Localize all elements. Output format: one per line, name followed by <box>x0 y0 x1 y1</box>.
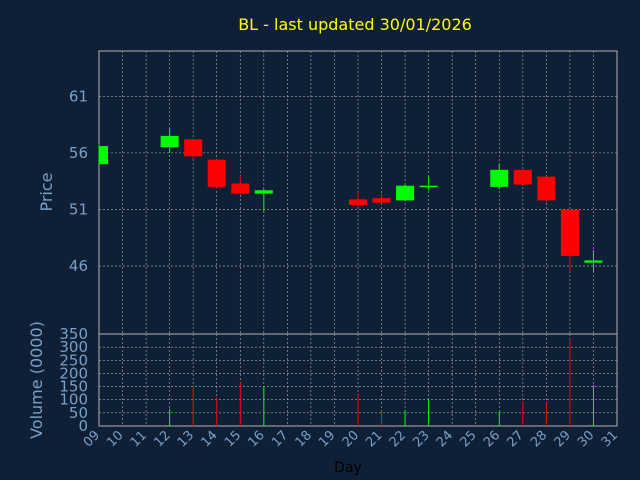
price-tick-label: 51 <box>69 200 88 218</box>
candle <box>98 143 108 165</box>
candle <box>419 176 438 191</box>
candle <box>207 159 226 190</box>
candle-body <box>99 146 108 165</box>
candle-body <box>584 260 603 263</box>
candle <box>584 250 603 272</box>
candle-body <box>184 139 203 157</box>
volume-tick-label: 250 <box>59 351 88 369</box>
volume-tick-label: 350 <box>59 325 88 343</box>
candle-body <box>160 135 179 148</box>
candle <box>372 193 391 204</box>
candle <box>513 168 532 186</box>
x-axis-label: Day <box>334 460 362 476</box>
price-tick-label: 61 <box>69 87 88 105</box>
volume-tick-label: 300 <box>59 338 88 356</box>
candle-body <box>513 169 532 185</box>
volume-tick-label: 150 <box>59 378 88 396</box>
candle-body <box>396 185 415 201</box>
chart-title: BL - last updated 30/01/2026 <box>238 15 472 34</box>
candle-body <box>537 176 556 201</box>
candle-body <box>419 185 438 188</box>
candle-body <box>372 198 391 203</box>
candle <box>560 209 579 272</box>
x-axis-ticks: 09 10 11 12 13 14 15 16 17 18 19 20 21 22 23 24 25 26 27 28… <box>81 428 621 450</box>
candle-body <box>560 209 579 256</box>
candle <box>396 184 415 201</box>
candle <box>254 189 273 212</box>
candle <box>231 175 250 195</box>
volume-axis-label: Volume (0000) <box>27 321 46 439</box>
candle-body <box>349 199 367 205</box>
price-axis-label: Price <box>37 172 56 211</box>
candle <box>184 139 203 159</box>
price-tick-label: 56 <box>69 144 88 162</box>
volume-tick-label: 100 <box>59 391 88 409</box>
candle <box>537 176 556 203</box>
candles <box>98 127 603 272</box>
candle <box>490 164 509 190</box>
volume-tick-label: 50 <box>69 404 88 422</box>
candle <box>160 127 179 153</box>
price-panel: 46 51 56 61 Price <box>37 50 618 335</box>
price-y-ticks: 46 51 56 61 <box>69 87 88 275</box>
volume-tick-label: 200 <box>59 364 88 382</box>
volume-bars <box>169 339 594 426</box>
candle-body <box>231 183 250 194</box>
price-tick-label: 46 <box>69 257 88 275</box>
candle-body <box>490 169 509 187</box>
candle <box>349 191 367 208</box>
volume-tick-label: 0 <box>78 417 88 435</box>
candle-body <box>207 159 226 187</box>
candle-body <box>254 190 273 194</box>
